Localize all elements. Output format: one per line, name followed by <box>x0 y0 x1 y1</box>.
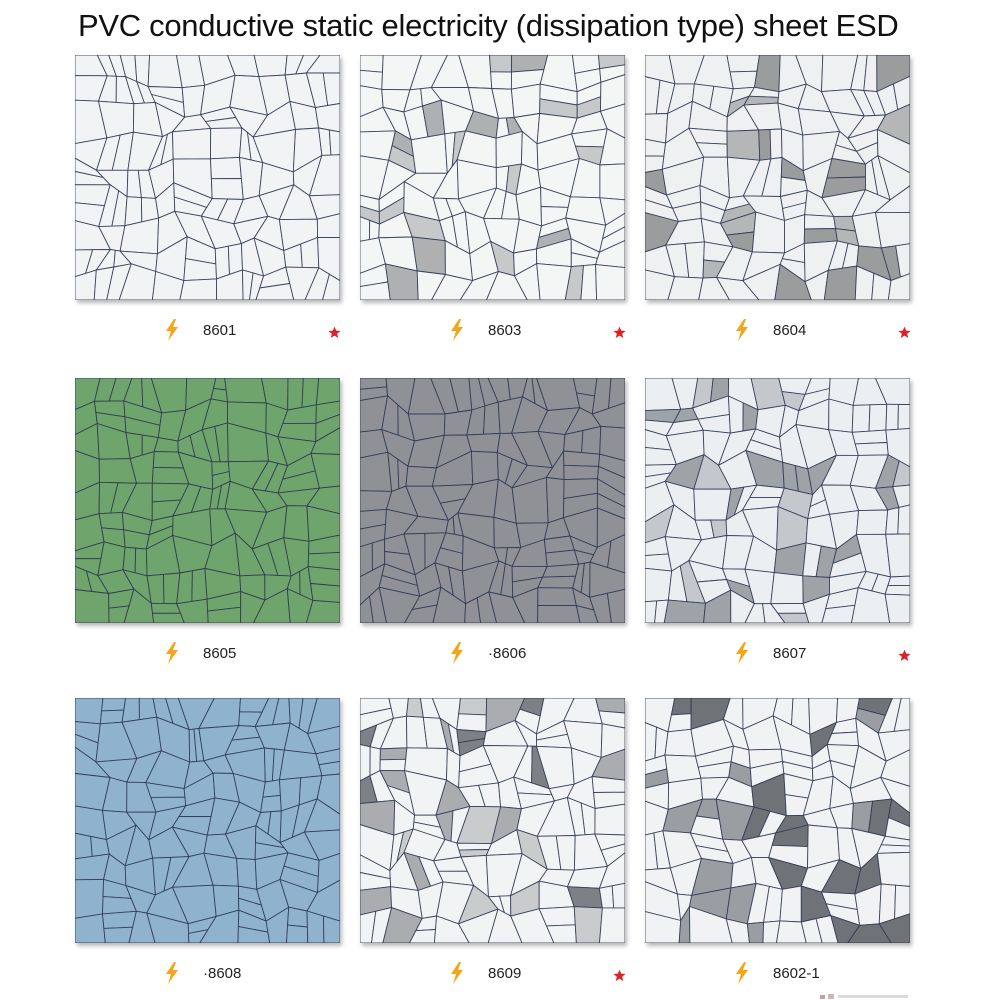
sample-code: 8601 <box>203 322 237 339</box>
sample-code: 8607 <box>773 645 807 662</box>
lightning-bolt-icon <box>736 962 748 984</box>
lightning-bolt-icon <box>166 642 178 664</box>
sample-texture <box>645 698 910 943</box>
sample-tile <box>75 55 340 300</box>
sample-code: 8609 <box>488 965 522 982</box>
sample-tile <box>360 698 625 943</box>
sample-code: 8602-1 <box>773 965 820 982</box>
lightning-bolt-icon <box>451 962 463 984</box>
sample-code: ·8606 <box>488 645 527 662</box>
sample-code: 8603 <box>488 322 522 339</box>
sample-code: 8605 <box>203 645 237 662</box>
sample-tile <box>645 55 910 300</box>
page-title: PVC conductive static electricity (dissi… <box>78 8 899 43</box>
sample-texture <box>75 55 340 300</box>
lightning-bolt-icon <box>736 319 748 341</box>
sample-tile <box>360 378 625 623</box>
lightning-bolt-icon <box>451 319 463 341</box>
sample-texture <box>75 378 340 623</box>
sample-tile <box>645 378 910 623</box>
sample-tile <box>360 55 625 300</box>
sample-texture <box>360 55 625 300</box>
sample-tile <box>75 698 340 943</box>
sample-texture <box>360 378 625 623</box>
sample-texture <box>645 378 910 623</box>
star-icon <box>613 969 626 982</box>
sample-texture <box>75 698 340 943</box>
sample-tile <box>645 698 910 943</box>
sample-code: 8604 <box>773 322 807 339</box>
sample-tile <box>75 378 340 623</box>
lightning-bolt-icon <box>736 642 748 664</box>
watermark-mark <box>820 994 908 999</box>
star-icon <box>898 649 911 662</box>
lightning-bolt-icon <box>166 319 178 341</box>
sample-texture <box>360 698 625 943</box>
sample-texture <box>645 55 910 300</box>
star-icon <box>898 326 911 339</box>
lightning-bolt-icon <box>451 642 463 664</box>
lightning-bolt-icon <box>166 962 178 984</box>
star-icon <box>613 326 626 339</box>
sample-code: ·8608 <box>203 965 242 982</box>
star-icon <box>328 326 341 339</box>
